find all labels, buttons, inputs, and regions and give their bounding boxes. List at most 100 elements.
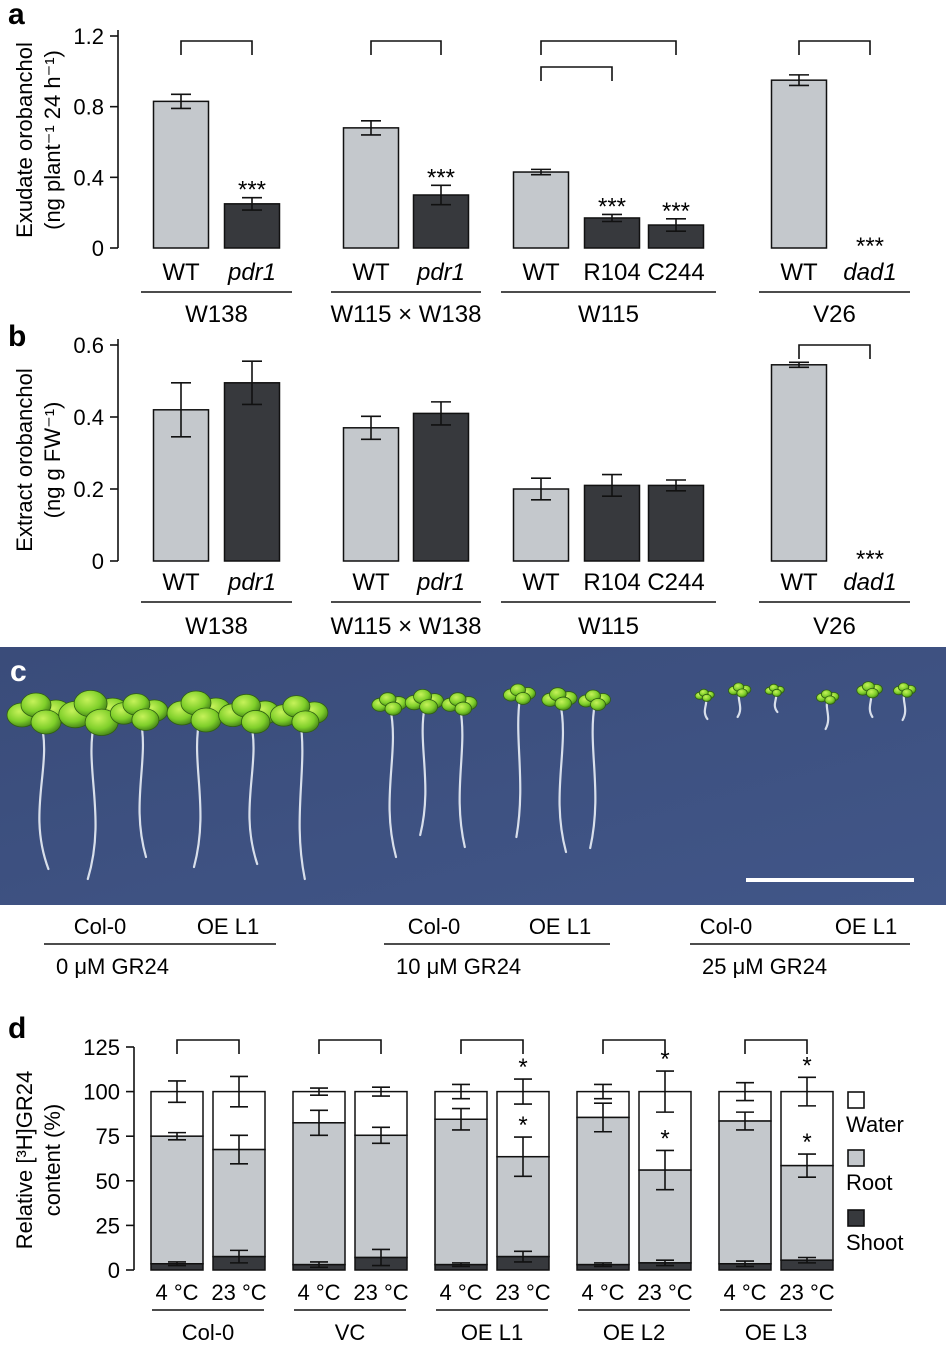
seedling-root <box>589 701 597 850</box>
group-label: OE L3 <box>745 1320 807 1345</box>
seedling-leaf <box>241 710 271 734</box>
panel-d-letter: d <box>8 1012 26 1045</box>
root-segment <box>576 1116 630 1266</box>
seedling-leaf <box>384 701 402 716</box>
bar-label: pdr1 <box>416 569 465 596</box>
genotype-label: OE L1 <box>835 914 897 939</box>
genotype-label: Col-0 <box>74 914 127 939</box>
seedling-leaf <box>131 708 160 731</box>
group-label: W115 × W138 <box>331 301 482 328</box>
bar-label: WT <box>352 259 390 286</box>
bar-label: 23 °C <box>779 1280 834 1305</box>
panel-d-ylabel: Relative [³H]GR24 content (%) <box>12 1071 65 1250</box>
comparison-bracket <box>180 40 253 55</box>
seedling-leaf <box>866 688 879 699</box>
bar-label: WT <box>522 569 560 596</box>
y-tick-label: 50 <box>96 1169 120 1194</box>
bar <box>223 203 281 249</box>
significance-label: *** <box>598 193 626 220</box>
y-tick-label: 0 <box>92 549 104 574</box>
seedling-leaf <box>590 698 606 711</box>
panel-d-ylabel-line2: content (%) <box>40 1104 65 1217</box>
y-tick-label: 0 <box>92 236 104 261</box>
bar-label: 4 °C <box>297 1280 340 1305</box>
group-label: OE L1 <box>461 1320 523 1345</box>
seedling-leaf <box>824 695 836 705</box>
panel-b-ylabel-line1: Extract orobanchol <box>12 368 37 551</box>
bar <box>152 100 210 249</box>
panel-a-ylabel-line2: (ng plant⁻¹ 24 h⁻¹) <box>40 50 65 230</box>
panel-a-letter: a <box>8 0 25 31</box>
bar-label: WT <box>522 259 560 286</box>
y-tick-label: 0.8 <box>73 95 104 120</box>
seedling-root <box>458 705 466 849</box>
y-tick-label: 0.4 <box>73 405 104 430</box>
significance-label: * <box>802 1129 811 1156</box>
group-label: V26 <box>813 301 856 328</box>
bar-label: 23 °C <box>353 1280 408 1305</box>
panel-a-ylabel: Exudate orobanchol (ng plant⁻¹ 24 h⁻¹) <box>12 42 65 238</box>
bar-label: pdr1 <box>227 259 276 286</box>
root-segment <box>212 1148 266 1258</box>
bar <box>412 412 470 562</box>
comparison-bracket <box>370 40 442 55</box>
comparison-bracket <box>540 40 677 55</box>
y-tick-label: 100 <box>83 1080 120 1105</box>
seedling-root <box>138 715 148 859</box>
seedling-root <box>38 717 50 871</box>
bar <box>770 364 828 562</box>
panel-b-chart: 0 0.2 0.4 0.6 WT pdr1 W138 WT pdr1 W115 × W138 WT R… <box>73 333 910 640</box>
group-label: Col-0 <box>182 1320 235 1345</box>
seedling-root <box>388 705 398 859</box>
comparison-bracket <box>798 344 871 359</box>
significance-label: *** <box>856 233 884 260</box>
panel-d-chart: 0 25 50 75 100 125 4 °C 23 °C Col-0 4 °C 23 °C VC 4 … <box>83 1035 834 1345</box>
y-tick-label: 1.2 <box>73 24 104 49</box>
bar-label: C244 <box>647 569 704 596</box>
y-tick-label: 75 <box>96 1124 120 1149</box>
panel-b-ylabel: Extract orobanchol (ng g FW⁻¹) <box>12 368 65 551</box>
legend-shoot-swatch <box>847 1209 865 1227</box>
panel-c-labels: Col-0 OE L1 0 μM GR24 Col-0 OE L1 10 μM GR24 C… <box>44 914 910 979</box>
panel-a-ylabel-line1: Exudate orobanchol <box>12 42 37 238</box>
y-tick-label: 25 <box>96 1213 120 1238</box>
seedling-root <box>248 717 259 866</box>
panel-d-ylabel-line1: Relative [³H]GR24 <box>12 1071 37 1250</box>
seedling-root <box>192 715 202 869</box>
seedling-leaf <box>515 692 531 705</box>
seedling-leaf <box>454 701 472 716</box>
y-tick-label: 125 <box>83 1035 120 1060</box>
y-tick-label: 0.2 <box>73 477 104 502</box>
group-label: V26 <box>813 613 856 640</box>
bar-label: C244 <box>647 259 704 286</box>
bar <box>223 382 281 562</box>
bar-label: 4 °C <box>723 1280 766 1305</box>
treatment-label: 0 μM GR24 <box>56 954 169 979</box>
bar-label: 23 °C <box>211 1280 266 1305</box>
seedling-root <box>86 717 97 881</box>
seedling-leaf <box>291 710 320 733</box>
legend-water-label: Water <box>846 1112 904 1137</box>
seedling-root <box>298 717 306 881</box>
seedling-root <box>558 700 568 854</box>
bar <box>342 427 400 562</box>
root-segment <box>150 1135 204 1265</box>
root-segment <box>434 1118 488 1266</box>
bar <box>583 217 641 249</box>
seedling-root <box>419 703 427 837</box>
comparison-bracket <box>602 1039 666 1054</box>
bar <box>512 488 570 562</box>
panel-a-chart: 0 0.4 0.8 1.2 WT *** pdr1 W138 WT *** pdr1 W115 × W… <box>73 24 910 328</box>
panel-b-letter: b <box>8 320 26 353</box>
seedling-leaf <box>901 688 913 698</box>
group-label: W115 <box>578 301 639 328</box>
bar-label: 4 °C <box>581 1280 624 1305</box>
comparison-bracket <box>798 40 871 55</box>
genotype-label: Col-0 <box>700 914 753 939</box>
seedling-leaf <box>419 699 439 715</box>
bar-label: WT <box>162 569 200 596</box>
significance-label: * <box>518 1054 527 1081</box>
comparison-bracket <box>318 1039 382 1054</box>
comparison-bracket <box>176 1039 240 1054</box>
